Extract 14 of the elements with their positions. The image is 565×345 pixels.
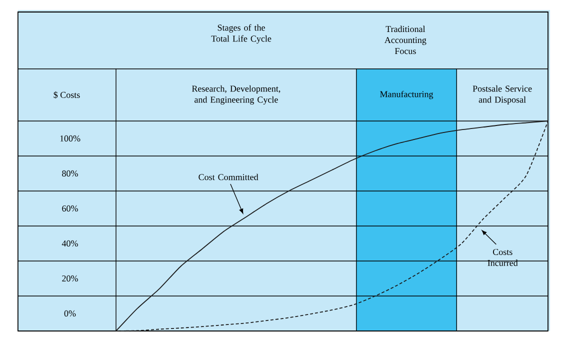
y-tick-label: 0% — [64, 310, 76, 317]
text: Research, Development, and Engineering Cycle — [192, 85, 280, 105]
y-tick-label: 20% — [62, 275, 78, 282]
y-axis-title: $ Costs — [54, 91, 80, 99]
y-tick-label: 40% — [62, 240, 78, 247]
text: Manufacturing — [380, 90, 434, 100]
text: Costs Incurred — [488, 248, 518, 266]
y-tick-label: 60% — [62, 205, 78, 212]
text: Cost Committed — [198, 174, 258, 180]
chart-title: Stages of the Total Life Cycle — [211, 24, 272, 44]
y-tick-label: 80% — [62, 170, 78, 177]
text: Traditional Accounting Focus — [384, 26, 426, 54]
text: Postsale Service and Disposal — [472, 85, 532, 105]
y-tick-label: 100% — [60, 135, 80, 142]
